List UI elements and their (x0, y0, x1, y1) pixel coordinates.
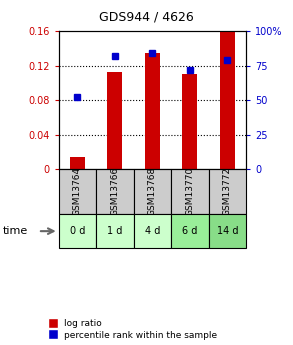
Bar (59, 214, 96, 248)
Bar (171, 214, 209, 248)
Bar (134, 214, 171, 248)
Bar (171, 169, 209, 214)
Bar (220, 31, 235, 169)
Text: time: time (3, 226, 28, 236)
Text: 1 d: 1 d (107, 226, 122, 236)
Bar (96, 169, 134, 214)
Bar (96, 214, 134, 248)
Text: 14 d: 14 d (217, 226, 238, 236)
Text: GSM13766: GSM13766 (110, 167, 119, 216)
Text: 4 d: 4 d (145, 226, 160, 236)
Text: 6 d: 6 d (182, 226, 197, 236)
Bar (134, 169, 171, 214)
Legend: log ratio, percentile rank within the sample: log ratio, percentile rank within the sa… (48, 318, 218, 341)
Text: GSM13768: GSM13768 (148, 167, 157, 216)
Bar (182, 74, 197, 169)
Text: 0 d: 0 d (70, 226, 85, 236)
Text: GSM13764: GSM13764 (73, 167, 82, 216)
Text: GSM13770: GSM13770 (185, 167, 194, 216)
Bar (70, 157, 85, 169)
Bar (145, 52, 160, 169)
Bar (59, 169, 96, 214)
Text: GSM13772: GSM13772 (223, 167, 232, 216)
Bar (209, 214, 246, 248)
Bar (209, 169, 246, 214)
Text: GDS944 / 4626: GDS944 / 4626 (99, 10, 194, 23)
Bar (107, 71, 122, 169)
